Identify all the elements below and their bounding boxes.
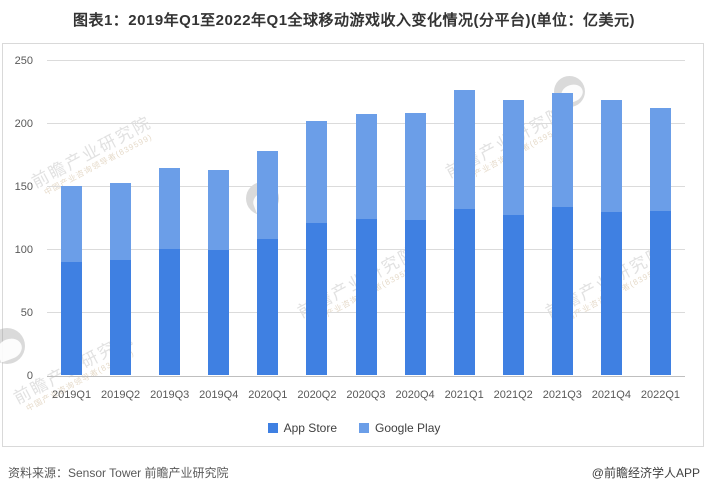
stacked-bar-2021Q2 <box>502 100 524 375</box>
stacked-bar-2022Q1 <box>649 107 671 375</box>
chart-legend: App Store Google Play <box>3 421 705 435</box>
bar-segment-app-store <box>208 250 230 375</box>
legend-label: App Store <box>283 421 337 435</box>
credit-text: @前瞻经济学人APP <box>591 466 700 480</box>
stacked-bar-2021Q4 <box>600 100 622 375</box>
bar-segment-app-store <box>404 220 426 375</box>
bar-segment-app-store <box>159 249 181 375</box>
bar-segment-google-play <box>208 169 230 251</box>
x-axis-line <box>47 376 685 377</box>
bar-segment-app-store <box>453 208 475 375</box>
chart-plot-box: 前瞻产业研究院 中国产业咨询领导者(839599) 前瞻产业研究院 中国产业咨询… <box>0 43 705 447</box>
bar-segment-app-store <box>355 218 377 375</box>
x-tick-label: 2021Q2 <box>493 389 533 401</box>
x-tick-label: 2020Q4 <box>395 389 435 401</box>
x-tick-label: 2020Q3 <box>346 389 386 401</box>
bar-segment-google-play <box>159 168 181 249</box>
bar-segment-app-store <box>551 207 573 375</box>
bar-segment-app-store <box>61 261 83 375</box>
bar-segment-app-store <box>502 214 524 375</box>
bar-segment-google-play <box>110 183 132 261</box>
gridline <box>47 60 685 61</box>
stacked-bar-2021Q1 <box>453 90 475 375</box>
stacked-bar-2020Q4 <box>404 112 426 375</box>
bar-segment-app-store <box>110 260 132 375</box>
stacked-bar-2020Q1 <box>257 150 279 375</box>
stacked-bar-2019Q3 <box>159 168 181 375</box>
x-tick-label: 2022Q1 <box>640 389 681 401</box>
x-tick-label: 2021Q3 <box>542 389 582 401</box>
chart-title: 图表1：2019年Q1至2022年Q1全球移动游戏收入变化情况(分平台)(单位：… <box>72 12 636 29</box>
stacked-bar-2020Q2 <box>306 120 328 375</box>
x-tick-label: 2020Q1 <box>248 389 288 401</box>
x-tick-label: 2020Q2 <box>297 389 337 401</box>
bar-segment-google-play <box>306 120 328 223</box>
bar-segment-google-play <box>453 90 475 209</box>
legend-label: Google Play <box>375 421 441 435</box>
data-source-text: 资料来源：Sensor Tower 前瞻产业研究院 <box>8 466 229 480</box>
bar-segment-app-store <box>600 212 622 375</box>
bar-segment-google-play <box>355 114 377 219</box>
bar-segment-google-play <box>257 150 279 239</box>
x-tick-label: 2019Q1 <box>51 389 92 401</box>
bar-segment-app-store <box>649 211 671 375</box>
x-tick-label: 2019Q3 <box>150 389 190 401</box>
bar-segment-google-play <box>551 92 573 208</box>
x-tick-label: 2019Q2 <box>101 389 141 401</box>
x-tick-label: 2019Q4 <box>199 389 239 401</box>
x-tick-label: 2021Q1 <box>444 389 484 401</box>
stacked-bar-2019Q2 <box>110 183 132 375</box>
app-store-swatch-icon <box>267 423 278 433</box>
bar-segment-app-store <box>257 238 279 375</box>
stacked-bar-2019Q1 <box>61 186 83 375</box>
qianzhan-logo-watermark-icon <box>0 328 25 364</box>
bar-segment-google-play <box>649 107 671 212</box>
plot-area: 0 50 100 150 200 250 <box>15 55 685 382</box>
bar-segment-google-play <box>502 100 524 215</box>
y-tick-label: 200 <box>14 118 33 130</box>
bar-segment-google-play <box>600 100 622 213</box>
x-axis-labels: 2019Q1 2019Q2 2019Q3 2019Q4 2020Q1 2020Q2 2020… <box>47 389 685 403</box>
bar-segment-google-play <box>404 112 426 221</box>
legend-item-google-play: Google Play <box>359 421 440 435</box>
stacked-bar-2020Q3 <box>355 114 377 375</box>
footer: 资料来源：Sensor Tower 前瞻产业研究院 @前瞻经济学人APP <box>0 464 708 480</box>
y-tick-label: 50 <box>20 307 33 319</box>
bar-segment-google-play <box>61 186 83 262</box>
y-tick-label: 100 <box>14 244 33 256</box>
x-tick-label: 2021Q4 <box>591 389 631 401</box>
y-tick-label: 150 <box>14 181 33 193</box>
stacked-bar-2019Q4 <box>208 169 230 375</box>
bar-segment-app-store <box>306 222 328 375</box>
stacked-bar-2021Q3 <box>551 92 573 375</box>
y-tick-label: 250 <box>14 55 33 67</box>
y-tick-label: 0 <box>26 370 33 382</box>
google-play-swatch-icon <box>359 423 369 433</box>
legend-item-app-store: App Store <box>267 421 337 435</box>
